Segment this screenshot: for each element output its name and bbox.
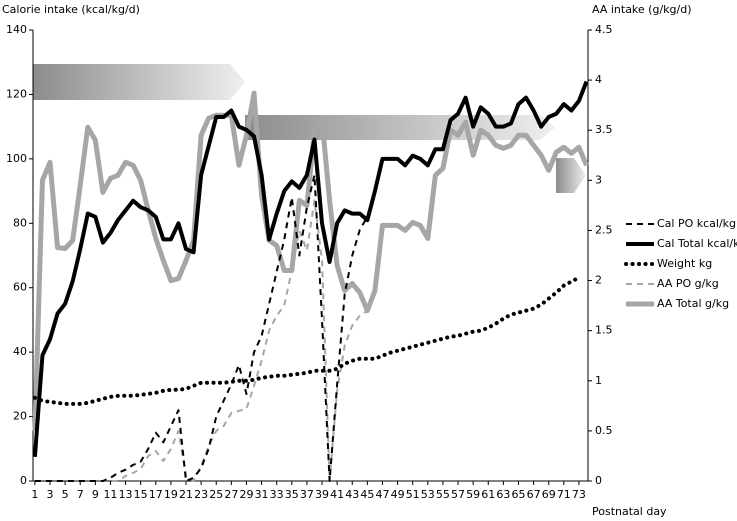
y2-tick-label: 2 — [595, 274, 602, 287]
x-tick-label: 3 — [47, 488, 54, 501]
y-tick-label: 40 — [13, 345, 27, 358]
x-tick-label: 63 — [496, 488, 510, 501]
x-tick-label: 49 — [391, 488, 405, 501]
phase-arrow — [33, 64, 245, 100]
x-tick-label: 21 — [179, 488, 193, 501]
x-tick-label: 25 — [209, 488, 223, 501]
y-tick-label: 100 — [6, 152, 27, 165]
x-axis-title: Postnatal day — [592, 505, 667, 518]
x-tick-label: 71 — [557, 488, 571, 501]
x-tick-label: 37 — [300, 488, 314, 501]
x-tick-label: 55 — [436, 488, 450, 501]
y-tick-label: 80 — [13, 216, 27, 229]
x-tick-label: 73 — [572, 488, 586, 501]
legend-label: Cal Total kcal/kg — [657, 237, 737, 250]
series-line — [34, 199, 368, 482]
x-tick-label: 45 — [360, 488, 374, 501]
y2-tick-label: 4.5 — [595, 23, 613, 36]
series-line — [32, 90, 589, 431]
x-tick-label: 23 — [194, 488, 208, 501]
y-axis-title: Calorie intake (kcal/kg/d) — [2, 3, 140, 16]
series-line — [34, 173, 369, 482]
x-tick-label: 65 — [511, 488, 525, 501]
x-tick-label: 59 — [466, 488, 480, 501]
y2-tick-label: 0 — [595, 474, 602, 487]
legend-label: Weight kg — [657, 257, 712, 270]
x-tick-label: 57 — [451, 488, 465, 501]
y2-tick-label: 2.5 — [595, 223, 613, 236]
y2-axis-title: AA intake (g/kg/d) — [592, 3, 692, 16]
x-tick-label: 53 — [421, 488, 435, 501]
x-tick-label: 35 — [285, 488, 299, 501]
x-tick-label: 41 — [330, 488, 344, 501]
legend-label: AA PO g/kg — [657, 277, 719, 290]
y-tick-label: 0 — [20, 474, 27, 487]
x-tick-label: 31 — [255, 488, 269, 501]
x-tick-label: 43 — [345, 488, 359, 501]
x-tick-label: 69 — [542, 488, 556, 501]
x-tick-label: 47 — [375, 488, 389, 501]
phase-arrow — [245, 115, 555, 140]
y2-tick-label: 3.5 — [595, 123, 613, 136]
x-tick-label: 67 — [527, 488, 541, 501]
x-tick-label: 17 — [149, 488, 163, 501]
legend-label: AA Total g/kg — [657, 297, 729, 310]
x-tick-label: 11 — [103, 488, 117, 501]
x-tick-label: 13 — [119, 488, 133, 501]
y-tick-label: 20 — [13, 410, 27, 423]
y-tick-label: 60 — [13, 281, 27, 294]
x-tick-label: 9 — [92, 488, 99, 501]
x-tick-label: 61 — [481, 488, 495, 501]
x-tick-label: 15 — [134, 488, 148, 501]
y2-tick-label: 3 — [595, 173, 602, 186]
legend-label: Cal PO kcal/kg — [657, 217, 736, 230]
series-line — [32, 80, 589, 457]
x-tick-label: 33 — [270, 488, 284, 501]
series-line — [32, 275, 581, 406]
y2-tick-label: 1.5 — [595, 324, 613, 337]
x-tick-label: 1 — [31, 488, 38, 501]
x-tick-label: 19 — [164, 488, 178, 501]
x-tick-label: 27 — [224, 488, 238, 501]
y-tick-label: 120 — [6, 87, 27, 100]
y2-tick-label: 0.5 — [595, 424, 613, 437]
x-tick-label: 7 — [77, 488, 84, 501]
x-tick-label: 29 — [239, 488, 253, 501]
y2-tick-label: 4 — [595, 73, 602, 86]
x-tick-label: 39 — [315, 488, 329, 501]
y2-tick-label: 1 — [595, 374, 602, 387]
x-tick-label: 5 — [62, 488, 69, 501]
phase-arrow — [556, 158, 586, 193]
x-tick-label: 51 — [406, 488, 420, 501]
y-tick-label: 140 — [6, 23, 27, 36]
